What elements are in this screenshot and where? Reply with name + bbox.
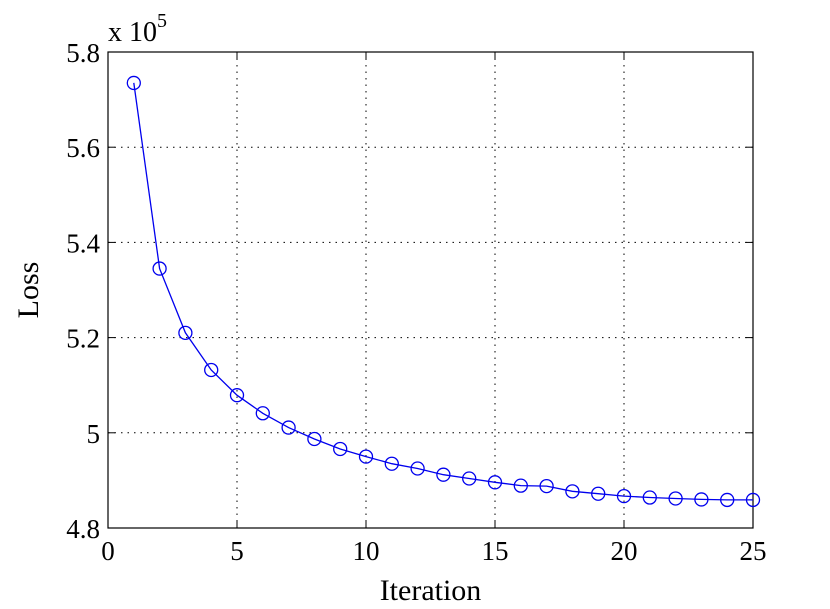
data-point-marker bbox=[358, 449, 374, 464]
series-layer bbox=[126, 75, 761, 508]
data-point-marker bbox=[745, 492, 761, 508]
plot-frame bbox=[107, 51, 754, 529]
data-point-marker bbox=[307, 431, 322, 447]
y-tick-label: 5.2 bbox=[66, 324, 100, 354]
y-multiplier-base: x 10 bbox=[108, 17, 157, 48]
tick-labels: 0 5 10 15 20 25 4.8 5 5.2 5.4 5.6 5.8 bbox=[66, 38, 766, 566]
data-point-marker bbox=[616, 488, 632, 504]
x-tick-label: 15 bbox=[482, 536, 509, 566]
data-point-marker bbox=[694, 492, 709, 507]
data-point-marker bbox=[255, 406, 270, 421]
y-tick-label: 5 bbox=[87, 419, 101, 449]
data-point-marker bbox=[281, 420, 296, 435]
y-tick-label: 5.4 bbox=[66, 228, 100, 258]
data-point-marker bbox=[333, 441, 348, 457]
data-point-marker bbox=[720, 492, 735, 508]
y-tick-label: 4.8 bbox=[66, 514, 100, 544]
data-point-marker bbox=[410, 461, 425, 476]
tick-marks bbox=[107, 51, 754, 529]
x-tick-label: 20 bbox=[611, 536, 638, 566]
x-tick-label: 5 bbox=[230, 536, 244, 566]
y-axis-label: Loss bbox=[12, 262, 45, 319]
data-point-marker bbox=[384, 456, 399, 471]
data-point-marker bbox=[513, 478, 528, 493]
y-tick-label: 5.6 bbox=[66, 133, 100, 163]
y-multiplier-exponent: 5 bbox=[157, 10, 167, 32]
data-point-marker bbox=[487, 475, 503, 490]
series-line bbox=[133, 82, 753, 501]
data-point-marker bbox=[126, 75, 141, 91]
data-point-marker bbox=[152, 261, 167, 276]
data-point-marker bbox=[178, 325, 193, 340]
data-point-marker bbox=[565, 484, 580, 499]
data-point-marker bbox=[462, 471, 477, 486]
grid-lines bbox=[108, 52, 753, 528]
data-point-marker bbox=[204, 362, 219, 378]
data-point-marker bbox=[591, 486, 606, 501]
data-point-marker bbox=[668, 491, 683, 506]
x-tick-label: 0 bbox=[101, 536, 115, 566]
x-axis-label: Iteration bbox=[380, 574, 482, 607]
data-point-marker bbox=[539, 478, 554, 494]
x-tick-label: 25 bbox=[740, 536, 767, 566]
x-tick-label: 10 bbox=[353, 536, 380, 566]
data-point-marker bbox=[642, 490, 657, 505]
y-multiplier-label: x 105 bbox=[108, 10, 167, 48]
data-point-marker bbox=[436, 467, 451, 482]
data-point-marker bbox=[229, 388, 245, 403]
y-tick-label: 5.8 bbox=[66, 38, 100, 68]
